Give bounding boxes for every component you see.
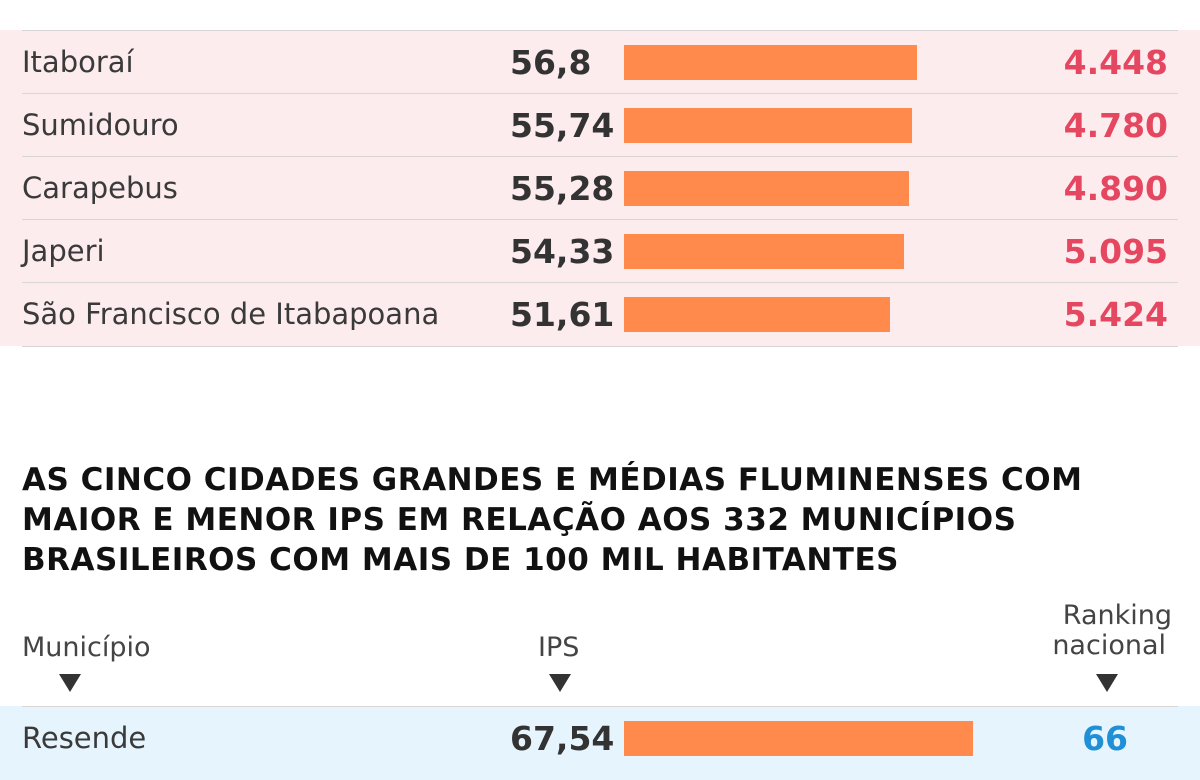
table-row: Sumidouro 55,74 4.780 [22,93,1178,157]
ranking-value: 66 [1082,719,1128,758]
ips-value: 54,33 [510,232,615,271]
municipio-label: Resende [22,721,147,755]
ranking-value: 5.424 [1063,295,1168,334]
ips-value: 56,8 [510,43,592,82]
table-row: Carapebus 55,28 4.890 [22,156,1178,220]
municipio-label: São Francisco de Itabapoana [22,297,440,331]
ranking-value: 5.095 [1063,232,1168,271]
ips-value: 55,28 [510,169,615,208]
table-row: Itaboraí 56,8 4.448 [22,30,1178,94]
ips-bar [624,234,904,269]
ranking-value: 4.780 [1063,106,1168,145]
low-ips-table [0,30,1200,346]
ips-bar [624,108,912,143]
column-header-ranking-line1: Ranking [1062,600,1172,631]
sort-arrow-ips-icon [549,674,571,692]
ranking-value: 4.890 [1063,169,1168,208]
municipio-label: Sumidouro [22,108,179,142]
ips-bar [624,171,909,206]
table-row: Resende 67,54 66 [22,706,1178,770]
ips-value: 51,61 [510,295,615,334]
section-title: AS CINCO CIDADES GRANDES E MÉDIAS FLUMIN… [22,462,1083,578]
high-ips-table [0,706,1200,780]
ips-bar [624,297,890,332]
ips-bar [624,721,973,756]
ips-value: 67,54 [510,719,615,758]
ranking-value: 4.448 [1063,43,1168,82]
municipio-label: Carapebus [22,171,178,205]
municipio-label: Japeri [22,234,105,268]
column-header-municipio: Município [22,632,151,663]
sort-arrow-municipio-icon [59,674,81,692]
sort-arrow-ranking-icon [1096,674,1118,692]
column-header-ranking-line2: nacional [1052,630,1166,661]
table-row: São Francisco de Itabapoana 51,61 5.424 [22,282,1178,347]
ips-value: 55,74 [510,106,615,145]
ips-bar [624,45,917,80]
column-header-ips: IPS [538,632,580,663]
municipio-label: Itaboraí [22,45,134,79]
table-row: Japeri 54,33 5.095 [22,219,1178,283]
